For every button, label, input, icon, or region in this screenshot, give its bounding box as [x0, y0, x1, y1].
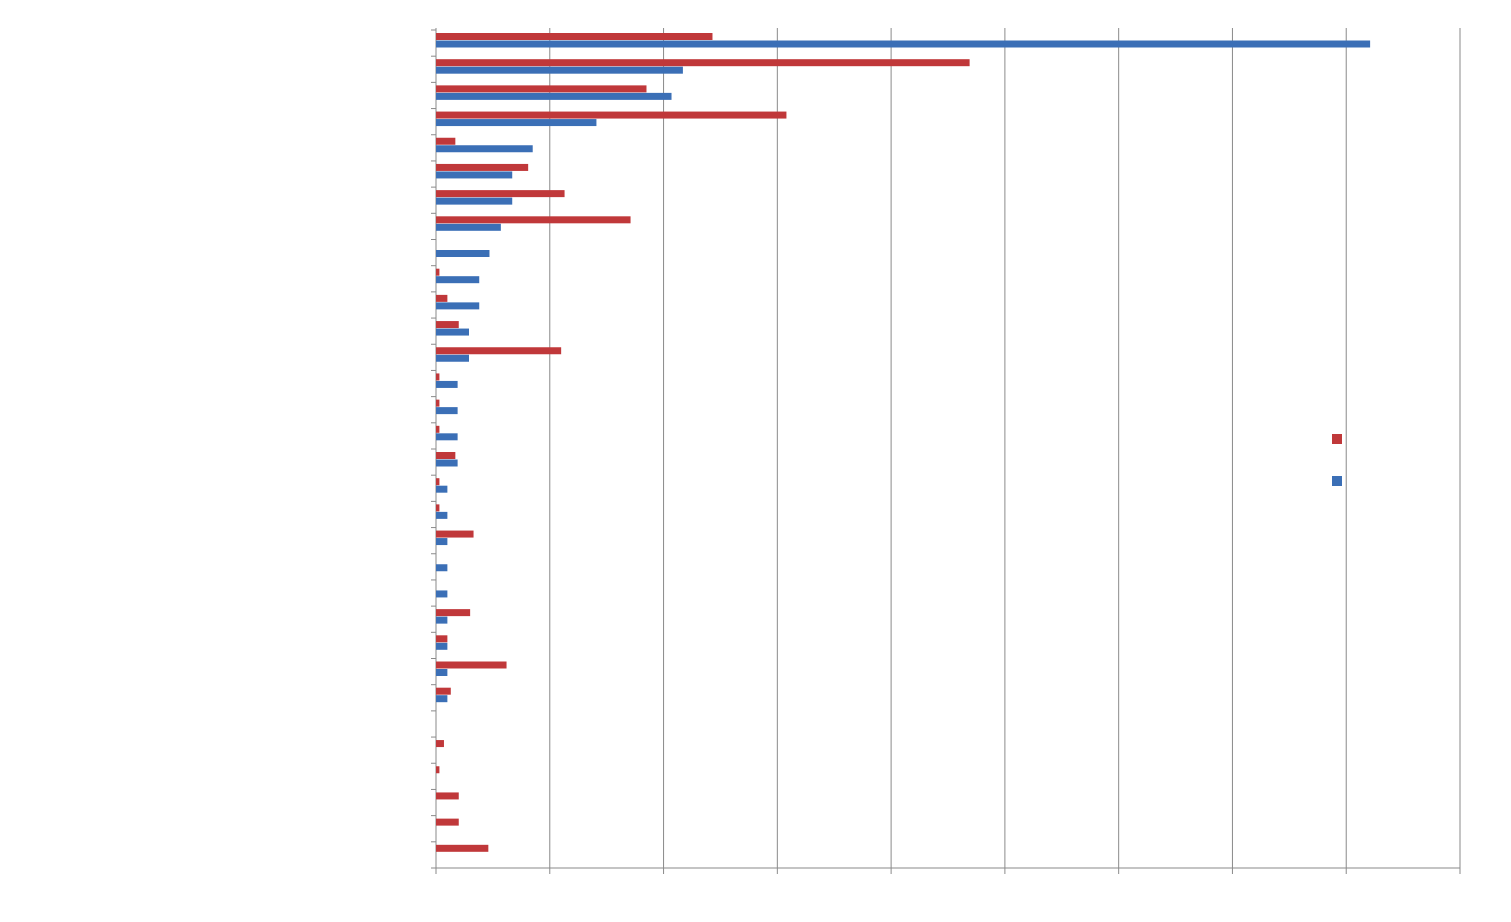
bar — [436, 766, 440, 774]
bar — [436, 197, 513, 205]
bar — [436, 354, 469, 362]
bar — [436, 223, 501, 231]
bar — [436, 294, 448, 302]
bar — [436, 538, 448, 546]
bar — [436, 373, 440, 381]
bar — [436, 609, 471, 617]
bar — [436, 347, 562, 355]
bar — [436, 302, 480, 310]
bar — [436, 171, 513, 179]
bar — [436, 216, 631, 224]
bar — [436, 250, 490, 257]
bar — [436, 564, 448, 572]
bar — [436, 190, 565, 198]
bar — [436, 616, 448, 624]
bar — [436, 642, 448, 650]
bar — [436, 425, 440, 433]
bar — [436, 478, 440, 486]
bar — [436, 818, 459, 826]
bar — [436, 276, 480, 284]
bar — [436, 137, 456, 145]
bar — [436, 407, 458, 415]
bar — [436, 792, 459, 800]
bar — [436, 119, 597, 127]
bar — [436, 504, 440, 512]
bar — [436, 485, 448, 493]
bar — [436, 33, 713, 40]
bar — [436, 145, 533, 153]
legend-swatch — [1332, 434, 1342, 444]
bar — [436, 328, 469, 336]
bar — [436, 740, 444, 748]
bar — [436, 669, 448, 676]
bar — [436, 459, 458, 467]
bar — [436, 59, 970, 67]
bar — [436, 111, 787, 119]
bar — [436, 511, 448, 519]
bar — [436, 85, 647, 93]
bar — [436, 433, 458, 441]
bar — [436, 163, 529, 171]
legend-swatch — [1332, 476, 1342, 486]
bar — [436, 844, 489, 852]
bar — [436, 268, 440, 276]
bar — [436, 452, 456, 459]
bar — [436, 695, 448, 703]
bar — [436, 380, 458, 388]
bar — [436, 590, 448, 598]
bar — [436, 92, 672, 100]
bar — [436, 321, 459, 329]
bar — [436, 530, 474, 538]
bar — [436, 399, 440, 407]
bar — [436, 687, 451, 695]
bar — [436, 635, 448, 643]
bar — [436, 40, 1371, 48]
bar — [436, 66, 683, 74]
bar — [436, 661, 507, 669]
